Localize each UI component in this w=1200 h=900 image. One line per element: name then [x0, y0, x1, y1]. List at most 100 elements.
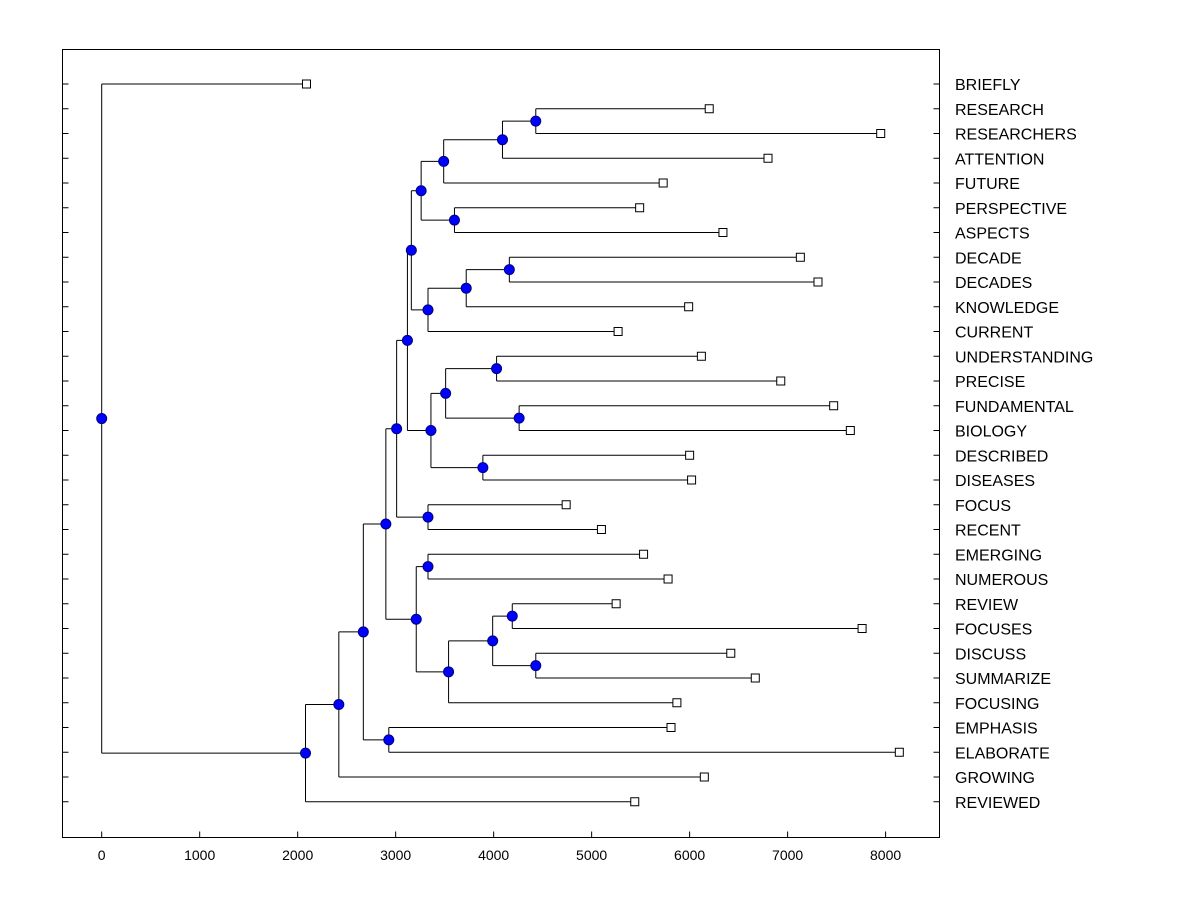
leaf-marker-fundamental: [829, 401, 839, 411]
node-marker-n1: [530, 115, 542, 127]
node-marker-n22: [443, 666, 455, 678]
node-marker-n5: [415, 185, 427, 197]
node-marker-root: [96, 413, 108, 425]
leaf-marker-reviewed: [630, 797, 640, 807]
node-marker-n10: [491, 363, 503, 375]
x-tick-label-1000: 1000: [184, 847, 215, 863]
leaf-label-researchers: RESEARCHERS: [955, 127, 1077, 144]
leaf-marker-aspects: [718, 228, 728, 237]
leaf-label-research: RESEARCH: [955, 102, 1044, 119]
node-marker-n17: [391, 423, 403, 435]
leaf-label-decade: DECADE: [955, 250, 1022, 267]
leaf-label-attention: ATTENTION: [955, 151, 1044, 168]
node-marker-n20: [530, 660, 542, 672]
leaf-marker-current: [613, 327, 623, 336]
x-tick-label-0: 0: [98, 847, 106, 863]
leaf-marker-knowledge: [684, 302, 694, 312]
leaf-label-numerous: NUMEROUS: [955, 572, 1048, 589]
node-marker-n15: [401, 334, 413, 346]
leaf-label-knowledge: KNOWLEDGE: [955, 300, 1059, 317]
node-marker-n7: [460, 282, 472, 294]
leaf-label-focuses: FOCUSES: [955, 622, 1032, 639]
leaf-label-described: DESCRIBED: [955, 448, 1048, 465]
node-marker-n2: [496, 134, 508, 146]
leaf-label-focus: FOCUS: [955, 498, 1011, 515]
leaf-label-briefly: BRIEFLY: [955, 77, 1021, 94]
leaf-label-emerging: EMERGING: [955, 547, 1042, 564]
x-tick-label-3000: 3000: [380, 847, 411, 863]
leaf-marker-briefly: [301, 79, 311, 89]
x-tick-labels: 0 1000 2000 3000 4000 5000 6000 7000 8000: [98, 847, 902, 863]
leaf-label-emphasis: EMPHASIS: [955, 721, 1038, 738]
leaf-label-fundamental: FUNDAMENTAL: [955, 399, 1074, 416]
leaf-marker-review: [611, 599, 621, 609]
x-tick-label-6000: 6000: [674, 847, 705, 863]
leaf-marker-recent: [596, 525, 606, 534]
leaf-marker-diseases: [687, 475, 697, 485]
leaf-label-decades: DECADES: [955, 275, 1032, 292]
leaf-marker-emerging: [639, 549, 649, 559]
x-tick-label-8000: 8000: [870, 847, 901, 863]
leaf-marker-described: [685, 450, 695, 460]
x-tick-label-5000: 5000: [576, 847, 607, 863]
leaf-label-summarize: SUMMARIZE: [955, 671, 1051, 688]
leaf-label-precise: PRECISE: [955, 374, 1025, 391]
leaf-labels: BRIEFLY RESEARCH RESEARCHERS ATTENTION FUTUR…: [955, 77, 1093, 812]
leaf-label-diseases: DISEASES: [955, 473, 1035, 490]
leaf-label-understanding: UNDERSTANDING: [955, 349, 1093, 366]
node-marker-n26: [357, 626, 369, 638]
leaf-label-biology: BIOLOGY: [955, 424, 1027, 441]
leaf-label-aspects: ASPECTS: [955, 226, 1030, 243]
node-marker-n28: [300, 747, 312, 759]
leaf-marker-decade: [795, 252, 805, 262]
node-marker-n24: [380, 518, 392, 530]
leaf-marker-researchers: [876, 129, 886, 138]
leaf-marker-future: [658, 178, 668, 188]
leaf-label-discuss: DISCUSS: [955, 646, 1026, 663]
leaf-marker-discuss: [726, 648, 736, 658]
node-markers: [96, 115, 542, 759]
node-marker-n27: [333, 698, 345, 710]
node-marker-n3: [438, 155, 450, 167]
leaf-label-recent: RECENT: [955, 523, 1021, 540]
plot-frame: [62, 49, 940, 838]
leaf-label-elaborate: ELABORATE: [955, 745, 1050, 762]
node-marker-n12: [440, 387, 452, 399]
node-marker-n4: [448, 214, 460, 226]
leaf-marker-focusing: [672, 698, 682, 708]
node-marker-n21: [487, 635, 499, 647]
node-marker-n19: [506, 610, 518, 622]
leaf-label-reviewed: REVIEWED: [955, 795, 1040, 812]
leaf-marker-understanding: [696, 351, 706, 361]
leaf-label-growing: GROWING: [955, 770, 1035, 787]
leaf-marker-research: [704, 104, 714, 114]
leaf-label-review: REVIEW: [955, 597, 1019, 614]
leaf-marker-attention: [763, 153, 773, 163]
leaf-label-perspective: PERSPECTIVE: [955, 201, 1067, 218]
leaf-marker-focus: [561, 500, 571, 510]
leaf-marker-focuses: [857, 624, 867, 633]
leaf-marker-growing: [699, 772, 709, 782]
leaf-label-current: CURRENT: [955, 325, 1033, 342]
node-marker-n18: [422, 561, 434, 573]
node-marker-n14: [425, 425, 437, 436]
node-marker-n11: [513, 412, 525, 424]
leaf-markers: [301, 79, 904, 807]
axis-ticks: [62, 83, 940, 838]
node-marker-n23: [410, 613, 422, 625]
node-marker-n9: [405, 244, 417, 256]
leaf-label-future: FUTURE: [955, 176, 1020, 193]
node-marker-n13: [477, 462, 489, 474]
leaf-label-focusing: FOCUSING: [955, 696, 1039, 713]
x-tick-label-7000: 7000: [772, 847, 803, 863]
node-marker-n16: [422, 511, 434, 523]
x-tick-label-2000: 2000: [282, 847, 313, 863]
leaf-marker-emphasis: [666, 723, 676, 732]
leaf-marker-perspective: [635, 203, 645, 213]
leaf-marker-biology: [845, 426, 855, 435]
x-tick-label-4000: 4000: [478, 847, 509, 863]
branch-lines: [101, 83, 900, 803]
leaf-marker-elaborate: [894, 747, 904, 757]
leaf-marker-numerous: [663, 574, 673, 584]
